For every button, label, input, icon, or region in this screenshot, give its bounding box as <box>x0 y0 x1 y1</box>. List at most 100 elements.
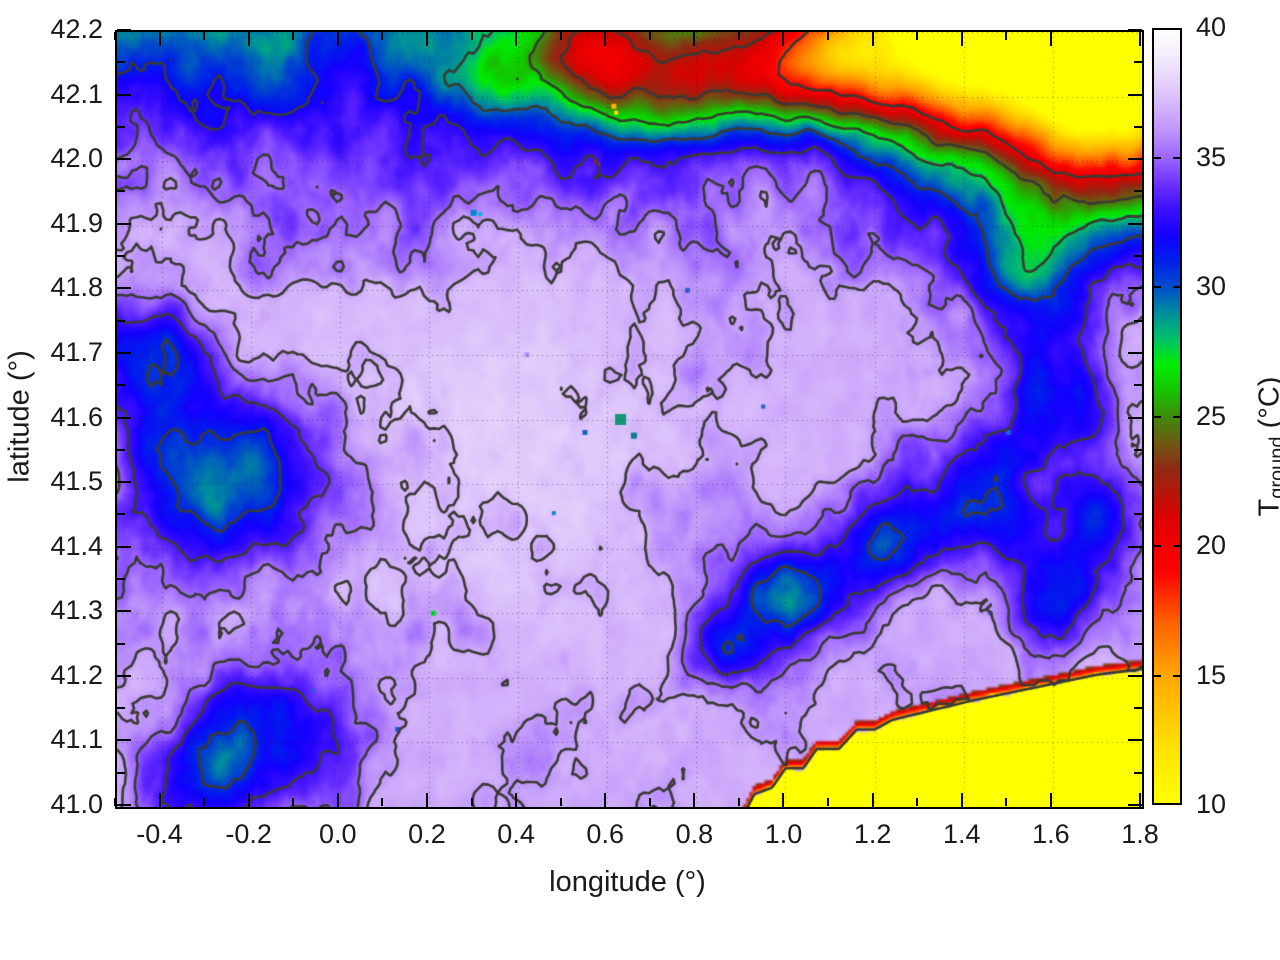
colorbar-title-sub: ground <box>1266 436 1280 499</box>
colorbar-title-main: T <box>1254 499 1280 517</box>
colorbar-tick-mark <box>1152 545 1161 547</box>
y-axis-minor-tick-right <box>1134 384 1142 387</box>
y-axis-minor-tick <box>117 384 125 387</box>
colorbar-tick-label: 15 <box>1196 659 1227 690</box>
x-axis-minor-tick-top <box>648 32 651 40</box>
x-axis-tick-label: 0.2 <box>408 819 446 849</box>
colorbar-tick-mark <box>1173 545 1182 547</box>
x-axis-minor-tick <box>1005 798 1008 806</box>
y-axis-major-tick-right <box>1128 222 1142 225</box>
y-axis-tick-labels: 41.0 41.1 41.2 41.3 41.4 41.5 41.6 41.7 41.8 41.9… <box>0 0 103 960</box>
x-axis-major-tick <box>960 793 963 807</box>
elevation-contour-canvas <box>117 32 1142 807</box>
x-axis-minor-tick-top <box>559 32 562 40</box>
y-axis-minor-tick <box>117 513 125 516</box>
y-axis-major-tick-right <box>1128 29 1142 31</box>
x-axis-major-tick-top <box>425 32 428 46</box>
x-axis-major-tick <box>604 793 607 807</box>
y-axis-major-tick-right <box>1128 804 1142 806</box>
y-axis-major-tick <box>117 287 131 290</box>
x-axis-tick-label: 1.8 <box>1121 819 1159 849</box>
x-axis-minor-tick-top <box>470 32 473 40</box>
y-axis-minor-tick <box>117 255 125 258</box>
x-axis-minor-tick <box>292 798 295 806</box>
x-axis-minor-tick <box>470 798 473 806</box>
y-axis-major-tick <box>117 610 131 613</box>
x-axis-major-tick-top <box>247 32 250 46</box>
y-axis-tick-label: 42.2 <box>50 14 103 44</box>
x-axis-tick-label: 1.6 <box>1032 819 1070 849</box>
y-axis-major-tick <box>117 416 131 419</box>
colorbar-tick-label: 40 <box>1196 12 1227 42</box>
colorbar-tick-mark <box>1152 156 1161 159</box>
y-axis-major-tick <box>117 674 131 677</box>
x-axis-major-tick-top <box>782 32 785 46</box>
x-axis-major-tick-top <box>158 32 161 46</box>
y-axis-major-tick <box>117 29 131 31</box>
y-axis-tick-label: 41.8 <box>50 272 103 303</box>
y-axis-major-tick-right <box>1128 481 1142 484</box>
x-axis-major-tick <box>247 793 250 807</box>
x-axis-minor-tick <box>916 798 919 806</box>
colorbar-tick-mark <box>1152 415 1161 418</box>
x-axis-major-tick-top <box>960 32 963 46</box>
y-axis-tick-label: 42.0 <box>50 143 103 174</box>
x-axis-major-tick <box>871 793 874 807</box>
x-axis-major-tick-top <box>1049 32 1052 46</box>
x-axis-tick-label: 1.4 <box>942 819 981 849</box>
y-axis-minor-tick-right <box>1134 707 1142 710</box>
heatmap-plot-area <box>115 30 1144 809</box>
x-axis-tick-label: 0.0 <box>319 819 357 849</box>
y-axis-major-tick-right <box>1128 545 1142 548</box>
y-axis-minor-tick <box>117 319 125 322</box>
y-axis-minor-tick <box>117 577 125 580</box>
y-axis-minor-tick-right <box>1134 513 1142 516</box>
y-axis-minor-tick <box>117 707 125 710</box>
x-axis-minor-tick-top <box>381 32 384 40</box>
x-axis-tick-label: 1.0 <box>764 819 803 849</box>
colorbar-tick-label: 20 <box>1196 530 1227 560</box>
y-axis-major-tick-right <box>1128 287 1142 290</box>
x-axis-major-tick <box>782 793 785 807</box>
y-axis-major-tick-right <box>1128 674 1142 677</box>
x-axis-minor-tick <box>648 798 651 806</box>
x-axis-major-tick <box>336 793 339 807</box>
x-axis-minor-tick-top <box>916 32 919 40</box>
x-axis-major-tick-top <box>1139 32 1141 46</box>
y-axis-major-tick-right <box>1128 351 1142 354</box>
y-axis-minor-tick-right <box>1134 61 1142 64</box>
y-axis-minor-tick <box>117 125 125 128</box>
y-axis-minor-tick-right <box>1134 319 1142 322</box>
x-axis-major-tick <box>1049 793 1052 807</box>
x-axis-minor-tick-top <box>737 32 740 40</box>
y-axis-major-tick <box>117 93 131 96</box>
y-axis-major-tick <box>117 222 131 225</box>
y-axis-major-tick <box>117 804 131 806</box>
y-axis-major-tick-right <box>1128 416 1142 419</box>
y-axis-tick-label: 41.6 <box>50 401 103 432</box>
y-axis-major-tick <box>117 739 131 742</box>
x-axis-minor-tick-top <box>1005 32 1008 40</box>
y-axis-major-tick <box>117 545 131 548</box>
x-axis-minor-tick-top <box>292 32 295 40</box>
x-axis-title: longitude (°) <box>549 866 706 898</box>
y-axis-tick-label: 41.5 <box>50 466 103 497</box>
x-axis-tick-label: 0.8 <box>675 819 714 849</box>
x-axis-minor-tick <box>559 798 562 806</box>
y-axis-minor-tick-right <box>1134 190 1142 193</box>
colorbar-title: Tground (°C) <box>1254 327 1280 567</box>
y-axis-minor-tick <box>117 642 125 645</box>
x-axis-tick-label: 0.4 <box>497 819 535 849</box>
x-axis-major-tick-top <box>515 32 518 46</box>
y-axis-minor-tick <box>117 771 125 774</box>
y-axis-minor-tick-right <box>1134 771 1142 774</box>
y-axis-major-tick-right <box>1128 610 1142 613</box>
x-axis-tick-label: 0.6 <box>586 819 624 849</box>
y-axis-major-tick <box>117 158 131 161</box>
colorbar-tick-mark <box>1173 415 1182 418</box>
y-axis-minor-tick-right <box>1134 255 1142 258</box>
x-axis-minor-tick <box>203 798 206 806</box>
y-axis-tick-label: 41.7 <box>50 336 103 367</box>
